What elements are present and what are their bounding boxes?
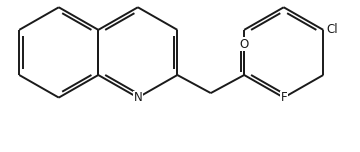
Text: F: F — [280, 91, 287, 104]
Text: O: O — [239, 38, 249, 51]
Text: N: N — [134, 91, 142, 104]
Text: Cl: Cl — [326, 23, 338, 36]
